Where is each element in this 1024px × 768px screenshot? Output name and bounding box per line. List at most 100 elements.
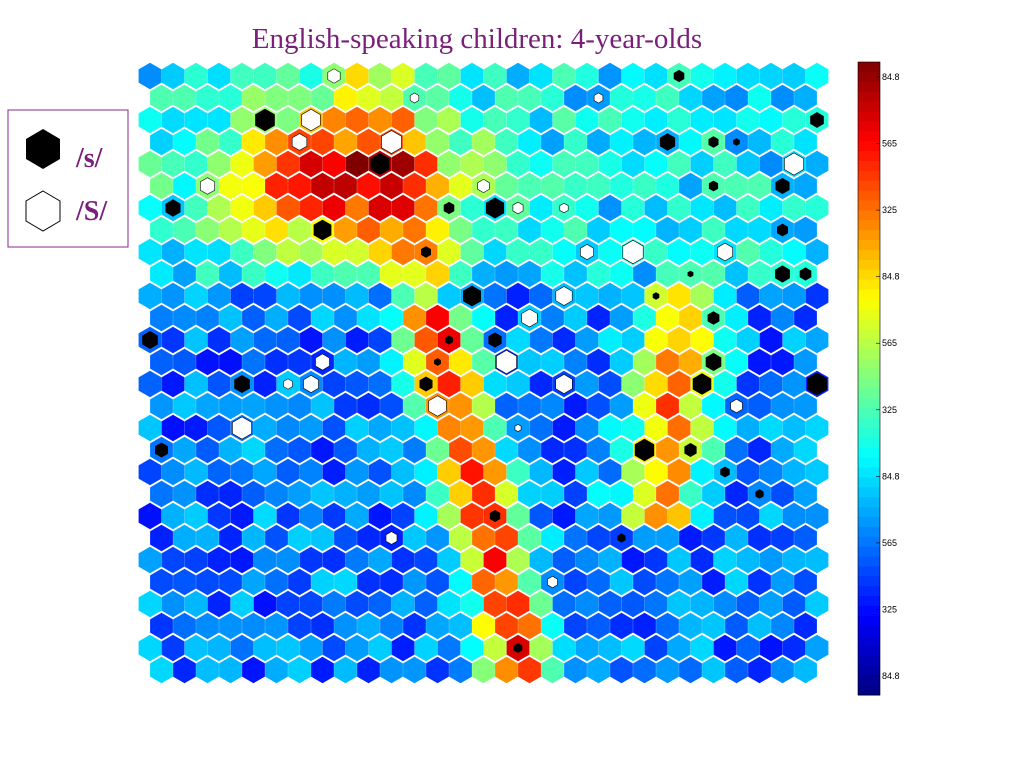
som-cell (322, 634, 346, 662)
som-cell (644, 194, 668, 222)
som-cell (368, 414, 392, 442)
hit-marker (705, 353, 722, 371)
som-cell (253, 414, 277, 442)
som-cell (518, 524, 541, 552)
som-cell (518, 128, 541, 156)
som-cell (679, 348, 702, 376)
som-cell (219, 216, 242, 244)
som-cell (150, 612, 173, 640)
hit-marker (521, 308, 538, 328)
som-cell (253, 370, 277, 398)
som-cell (334, 172, 357, 200)
hit-marker (777, 223, 788, 237)
som-cell (564, 612, 587, 640)
hit-marker (303, 375, 319, 393)
som-cell (575, 590, 599, 618)
som-cell (575, 458, 599, 486)
som-cell (598, 414, 622, 442)
som-cell (598, 106, 622, 134)
som-cell (690, 150, 714, 178)
som-cell (644, 458, 668, 486)
som-cell (449, 612, 472, 640)
som-cell (219, 524, 242, 552)
som-cell (276, 458, 300, 486)
som-cell (633, 348, 656, 376)
som-cell (437, 502, 461, 530)
som-cell (725, 568, 748, 596)
som-cell (368, 590, 392, 618)
som-cell (621, 546, 645, 574)
som-cell (219, 568, 242, 596)
som-cell (736, 590, 760, 618)
legend-marker-sh (25, 190, 61, 232)
hit-marker (652, 292, 660, 300)
som-cell (587, 304, 610, 332)
som-cell (587, 128, 610, 156)
som-cell (748, 524, 771, 552)
som-cell (184, 150, 208, 178)
som-cell (437, 106, 461, 134)
som-cell (598, 194, 622, 222)
som-cell (529, 326, 553, 354)
som-cell (610, 568, 633, 596)
som-cell (230, 458, 254, 486)
som-cell (598, 62, 622, 90)
som-cell (449, 436, 472, 464)
som-cell (575, 106, 599, 134)
som-cell (357, 480, 380, 508)
som-cell (380, 260, 403, 288)
som-cell (276, 238, 300, 266)
colorbar-segment (858, 319, 880, 330)
colorbar-segment (858, 596, 880, 607)
som-cell (805, 590, 829, 618)
som-cell (633, 260, 656, 288)
som-cell (184, 326, 208, 354)
hit-marker (593, 92, 604, 104)
hit-marker (291, 133, 308, 151)
som-cell (794, 128, 817, 156)
som-cell (265, 568, 288, 596)
som-cell (483, 282, 507, 310)
som-cell (253, 458, 277, 486)
som-cell (805, 634, 829, 662)
som-cell (196, 656, 219, 684)
som-cell (564, 524, 587, 552)
som-cell (725, 84, 748, 112)
som-cell (138, 194, 162, 222)
som-cell (426, 304, 449, 332)
som-cell (460, 634, 484, 662)
colorbar-segment (858, 507, 880, 518)
som-cell (299, 194, 323, 222)
som-cell (506, 326, 530, 354)
som-cell (253, 634, 277, 662)
som-cell (702, 260, 725, 288)
som-cell (207, 414, 231, 442)
som-cell (219, 656, 242, 684)
som-cell (173, 348, 196, 376)
som-cell (230, 590, 254, 618)
som-cell (276, 326, 300, 354)
hit-marker (512, 201, 524, 215)
som-cell (794, 568, 817, 596)
som-cell (518, 656, 541, 684)
som-cell (656, 304, 679, 332)
som-cell (449, 172, 472, 200)
som-cell (288, 392, 311, 420)
som-cell (380, 216, 403, 244)
som-cell (230, 194, 254, 222)
som-cell (460, 502, 484, 530)
som-cell (644, 370, 668, 398)
som-cell (736, 326, 760, 354)
hit-marker (155, 442, 168, 458)
som-cell (644, 414, 668, 442)
som-cell (449, 348, 472, 376)
som-cell (725, 216, 748, 244)
som-cell (679, 84, 702, 112)
som-cell (495, 84, 518, 112)
som-cell (184, 414, 208, 442)
colorbar-segment (858, 190, 880, 201)
som-cell (506, 590, 530, 618)
som-cell (219, 128, 242, 156)
som-cell (610, 304, 633, 332)
colorbar-label: 325 (882, 205, 897, 215)
